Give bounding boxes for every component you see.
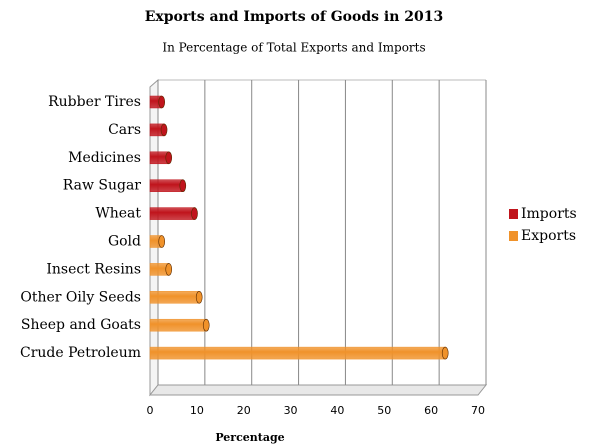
legend-swatch <box>509 231 518 241</box>
y-tick-label: Sheep and Goats <box>21 317 141 333</box>
x-tick-label: 30 <box>284 404 298 417</box>
bar <box>149 291 200 304</box>
legend-swatch <box>509 209 518 219</box>
y-tick-label: Crude Petroleum <box>20 345 141 361</box>
y-tick-label: Gold <box>108 234 141 250</box>
bar-cap <box>165 263 173 276</box>
y-tick-label: Medicines <box>68 150 141 166</box>
x-tick-label: 40 <box>330 404 344 417</box>
bar-cap <box>158 95 166 109</box>
x-tick-label: 50 <box>377 404 391 417</box>
y-tick-label: Raw Sugar <box>63 178 142 194</box>
bar-cap <box>160 123 168 137</box>
legend-label: Exports <box>521 228 576 244</box>
y-tick-label: Insect Resins <box>46 261 141 277</box>
bar-cap <box>165 151 173 165</box>
chart-subtitle: In Percentage of Total Exports and Impor… <box>162 41 425 55</box>
x-tick-label: 70 <box>471 404 485 417</box>
bar-cap <box>191 207 198 220</box>
chart-title: Exports and Imports of Goods in 2013 <box>145 9 444 25</box>
y-tick-label: Other Oily Seeds <box>20 289 141 305</box>
bar-cap <box>179 179 187 192</box>
x-tick-label: 0 <box>147 404 154 417</box>
y-tick-label: Rubber Tires <box>48 94 141 110</box>
y-tick-label: Cars <box>108 122 141 138</box>
x-tick-label: 60 <box>424 404 438 417</box>
bar <box>149 318 207 332</box>
bar-cap <box>195 290 203 304</box>
bar <box>149 346 446 360</box>
bar-cap <box>441 346 449 360</box>
legend-label: Imports <box>521 206 577 222</box>
bar <box>149 207 195 220</box>
bar <box>149 179 184 192</box>
floor <box>148 384 488 396</box>
x-axis-label: Percentage <box>215 431 284 444</box>
y-tick-label: Wheat <box>95 206 141 222</box>
bar-cap <box>202 318 210 332</box>
x-tick-label: 10 <box>190 404 204 417</box>
x-tick-label: 20 <box>237 404 251 417</box>
bar-cap <box>158 235 166 248</box>
